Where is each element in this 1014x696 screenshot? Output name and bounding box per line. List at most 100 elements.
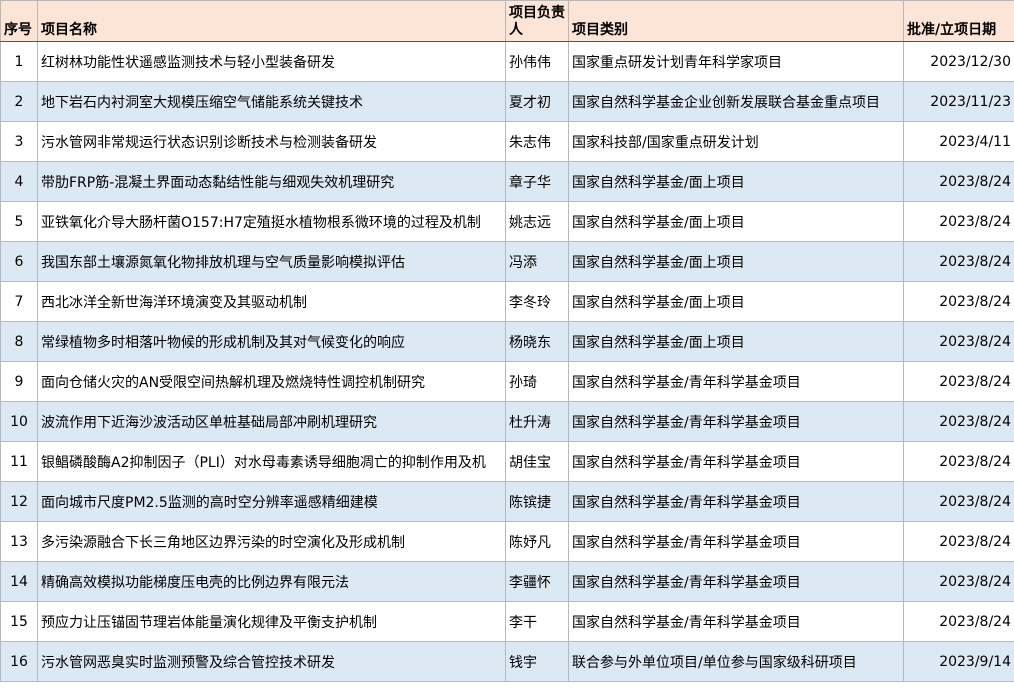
cell: 2023/11/23 (903, 81, 1014, 122)
cell: 李冬玲 (505, 281, 569, 322)
cell: 7 (0, 281, 38, 322)
table-row: 12 面向城市尺度PM2.5监测的高时空分辨率遥感精细建模 陈镔捷 国家自然科学基金/… (0, 481, 1014, 522)
cell: 13 (0, 521, 38, 562)
cell: 孙琦 (505, 361, 569, 402)
column-header: 项目负责人 (505, 0, 569, 42)
cell: 国家自然科学基金企业创新发展联合基金重点项目 (568, 81, 904, 122)
cell: 国家自然科学基金/面上项目 (568, 241, 904, 282)
cell: 2023/8/24 (903, 241, 1014, 282)
cell: 夏才初 (505, 81, 569, 122)
cell: 2023/8/24 (903, 281, 1014, 322)
table-row: 16 污水管网恶臭实时监测预警及综合管控技术研发 钱宇 联合参与外单位项目/单位参与国… (0, 641, 1014, 682)
cell: 多污染源融合下长三角地区边界污染的时空演化及形成机制 (37, 521, 506, 562)
cell: 2023/9/14 (903, 641, 1014, 682)
cell: 国家自然科学基金/青年科学基金项目 (568, 481, 904, 522)
cell: 西北冰洋全新世海洋环境演变及其驱动机制 (37, 281, 506, 322)
cell: 国家自然科学基金/面上项目 (568, 161, 904, 202)
column-header: 项目名称 (37, 0, 506, 42)
column-header: 序号 (0, 0, 38, 42)
cell: 2023/8/24 (903, 161, 1014, 202)
table-row: 10 波流作用下近海沙波活动区单桩基础局部冲刷机理研究 杜升涛 国家自然科学基金/青年… (0, 401, 1014, 442)
cell: 3 (0, 121, 38, 162)
table-row: 15 预应力让压锚固节理岩体能量演化规律及平衡支护机制 李干 国家自然科学基金/青年科… (0, 601, 1014, 642)
cell: 国家科技部/国家重点研发计划 (568, 121, 904, 162)
cell: 杨晓东 (505, 321, 569, 362)
cell: 12 (0, 481, 38, 522)
table-row: 8 常绿植物多时相落叶物候的形成机制及其对气候变化的响应 杨晓东 国家自然科学基金/面… (0, 321, 1014, 362)
cell: 李疆怀 (505, 561, 569, 602)
cell: 8 (0, 321, 38, 362)
cell: 10 (0, 401, 38, 442)
cell: 国家自然科学基金/青年科学基金项目 (568, 361, 904, 402)
cell: 1 (0, 41, 38, 82)
cell: 污水管网非常规运行状态识别诊断技术与检测装备研发 (37, 121, 506, 162)
cell: 4 (0, 161, 38, 202)
table-row: 13 多污染源融合下长三角地区边界污染的时空演化及形成机制 陈妤凡 国家自然科学基金/… (0, 521, 1014, 562)
table-row: 9 面向仓储火灾的AN受限空间热解机理及燃烧特性调控机制研究 孙琦 国家自然科学基金/… (0, 361, 1014, 402)
cell: 5 (0, 201, 38, 242)
cell: 银鲳磷酸酶A2抑制因子（PLI）对水母毒素诱导细胞凋亡的抑制作用及机 (37, 441, 506, 482)
cell: 孙伟伟 (505, 41, 569, 82)
cell: 国家自然科学基金/青年科学基金项目 (568, 441, 904, 482)
cell: 常绿植物多时相落叶物候的形成机制及其对气候变化的响应 (37, 321, 506, 362)
cell: 国家自然科学基金/青年科学基金项目 (568, 601, 904, 642)
table-row: 3 污水管网非常规运行状态识别诊断技术与检测装备研发 朱志伟 国家科技部/国家重点研发… (0, 121, 1014, 162)
table-row: 6 我国东部土壤源氮氧化物排放机理与空气质量影响模拟评估 冯添 国家自然科学基金/面上… (0, 241, 1014, 282)
cell: 联合参与外单位项目/单位参与国家级科研项目 (568, 641, 904, 682)
cell: 红树林功能性状遥感监测技术与轻小型装备研发 (37, 41, 506, 82)
cell: 2023/8/24 (903, 361, 1014, 402)
table-row: 7 西北冰洋全新世海洋环境演变及其驱动机制 李冬玲 国家自然科学基金/面上项目 2023… (0, 281, 1014, 322)
cell: 波流作用下近海沙波活动区单桩基础局部冲刷机理研究 (37, 401, 506, 442)
cell: 14 (0, 561, 38, 602)
cell: 2023/12/30 (903, 41, 1014, 82)
cell: 钱宇 (505, 641, 569, 682)
cell: 国家自然科学基金/青年科学基金项目 (568, 401, 904, 442)
cell: 陈妤凡 (505, 521, 569, 562)
cell: 我国东部土壤源氮氧化物排放机理与空气质量影响模拟评估 (37, 241, 506, 282)
cell: 2023/8/24 (903, 601, 1014, 642)
cell: 预应力让压锚固节理岩体能量演化规律及平衡支护机制 (37, 601, 506, 642)
cell: 亚铁氧化介导大肠杆菌O157:H7定殖挺水植物根系微环境的过程及机制 (37, 201, 506, 242)
cell: 2023/4/11 (903, 121, 1014, 162)
cell: 2023/8/24 (903, 521, 1014, 562)
cell: 2023/8/24 (903, 201, 1014, 242)
cell: 胡佳宝 (505, 441, 569, 482)
cell: 李干 (505, 601, 569, 642)
sheet: 序号 项目名称 项目负责人 项目类别 批准/立项日期 1 红树林功能性状遥感监测技术与轻小… (0, 0, 1014, 682)
table-row: 1 红树林功能性状遥感监测技术与轻小型装备研发 孙伟伟 国家重点研发计划青年科学家项目… (0, 41, 1014, 82)
cell: 地下岩石内衬洞室大规模压缩空气储能系统关键技术 (37, 81, 506, 122)
cell: 2023/8/24 (903, 441, 1014, 482)
cell: 面向城市尺度PM2.5监测的高时空分辨率遥感精细建模 (37, 481, 506, 522)
cell: 国家自然科学基金/面上项目 (568, 281, 904, 322)
cell: 2023/8/24 (903, 401, 1014, 442)
table-row: 4 带肋FRP筋-混凝土界面动态黏结性能与细观失效机理研究 章子华 国家自然科学基金/… (0, 161, 1014, 202)
table-row: 11 银鲳磷酸酶A2抑制因子（PLI）对水母毒素诱导细胞凋亡的抑制作用及机 胡佳宝国… (0, 441, 1014, 482)
cell: 冯添 (505, 241, 569, 282)
cell: 面向仓储火灾的AN受限空间热解机理及燃烧特性调控机制研究 (37, 361, 506, 402)
cell: 2023/8/24 (903, 321, 1014, 362)
cell: 16 (0, 641, 38, 682)
cell: 9 (0, 361, 38, 402)
cell: 带肋FRP筋-混凝土界面动态黏结性能与细观失效机理研究 (37, 161, 506, 202)
column-header: 批准/立项日期 (903, 0, 1014, 42)
cell: 国家自然科学基金/青年科学基金项目 (568, 521, 904, 562)
cell: 姚志远 (505, 201, 569, 242)
cell: 国家自然科学基金/面上项目 (568, 321, 904, 362)
cell: 章子华 (505, 161, 569, 202)
table: 序号 项目名称 项目负责人 项目类别 批准/立项日期 1 红树林功能性状遥感监测技术与轻小… (0, 0, 1014, 682)
cell: 污水管网恶臭实时监测预警及综合管控技术研发 (37, 641, 506, 682)
cell: 陈镔捷 (505, 481, 569, 522)
cell: 6 (0, 241, 38, 282)
cell: 2023/8/24 (903, 481, 1014, 522)
cell: 国家重点研发计划青年科学家项目 (568, 41, 904, 82)
cell: 国家自然科学基金/青年科学基金项目 (568, 561, 904, 602)
cell: 15 (0, 601, 38, 642)
cell: 朱志伟 (505, 121, 569, 162)
cell: 2023/8/24 (903, 561, 1014, 602)
table-row: 14 精确高效模拟功能梯度压电壳的比例边界有限元法 李疆怀 国家自然科学基金/青年科学… (0, 561, 1014, 602)
cell: 国家自然科学基金/面上项目 (568, 201, 904, 242)
cell: 11 (0, 441, 38, 482)
header-row: 序号 项目名称 项目负责人 项目类别 批准/立项日期 (0, 0, 1014, 42)
cell: 2 (0, 81, 38, 122)
table-row: 2 地下岩石内衬洞室大规模压缩空气储能系统关键技术 夏才初 国家自然科学基金企业创新发… (0, 81, 1014, 122)
